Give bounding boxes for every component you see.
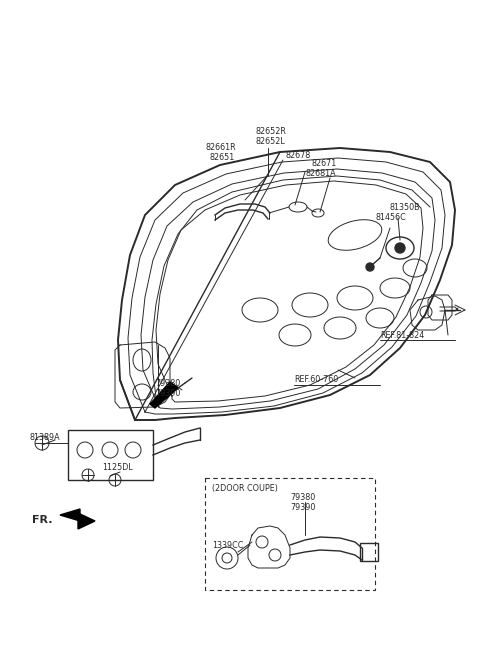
Text: FR.: FR. xyxy=(32,515,52,525)
Text: 82652R: 82652R xyxy=(255,128,286,136)
Text: 82661R: 82661R xyxy=(205,143,236,153)
Polygon shape xyxy=(60,509,80,521)
Bar xyxy=(205,478,375,590)
Text: 79380: 79380 xyxy=(155,379,180,388)
Text: 82651: 82651 xyxy=(210,153,235,162)
Text: REF.60-760: REF.60-760 xyxy=(294,375,338,384)
Text: 82678: 82678 xyxy=(285,151,310,160)
Text: 81456C: 81456C xyxy=(375,214,406,223)
Text: 82652L: 82652L xyxy=(255,138,285,147)
Text: (2DOOR COUPE): (2DOOR COUPE) xyxy=(212,483,278,493)
Text: 1125DL: 1125DL xyxy=(102,464,133,472)
Polygon shape xyxy=(150,382,178,408)
Circle shape xyxy=(366,263,374,271)
Circle shape xyxy=(395,243,405,253)
Polygon shape xyxy=(78,513,95,529)
Text: 81389A: 81389A xyxy=(30,434,60,443)
Text: REF.81-824: REF.81-824 xyxy=(380,331,424,339)
Text: 1339CC: 1339CC xyxy=(212,540,243,550)
Text: 79390: 79390 xyxy=(155,388,180,398)
Text: 79380: 79380 xyxy=(290,493,315,502)
Text: 82681A: 82681A xyxy=(305,168,336,178)
Text: 82671: 82671 xyxy=(312,159,337,168)
Text: 79390: 79390 xyxy=(290,504,315,512)
Text: 81350B: 81350B xyxy=(390,202,420,212)
